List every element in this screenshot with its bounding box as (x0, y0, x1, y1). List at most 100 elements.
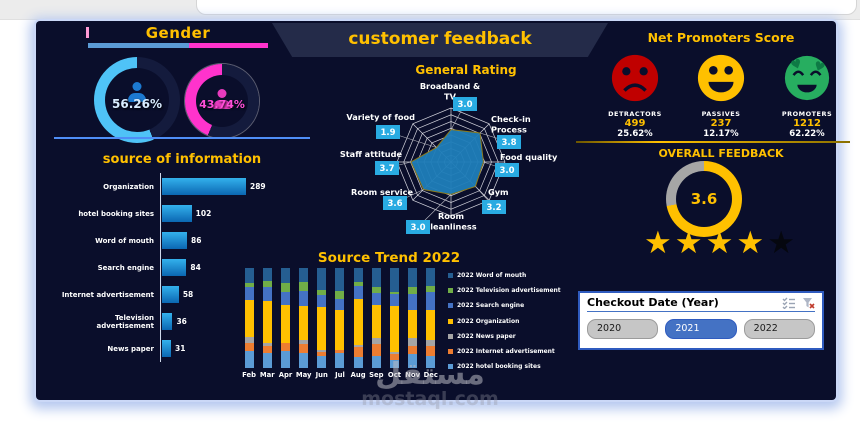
radar-value-label: 3.6 (387, 199, 402, 209)
stacked-bar-segment (317, 350, 327, 352)
star-filled-icon: ★ (736, 225, 768, 261)
star-filled-icon: ★ (674, 225, 706, 261)
stacked-bar-segment (389, 306, 399, 352)
stacked-bar-segment (280, 305, 290, 343)
stacked-bar (422, 268, 440, 368)
legend-label: 2022 Television advertisement (457, 287, 561, 295)
month-label: Dec (423, 371, 438, 379)
stacked-bar-segment (335, 268, 345, 291)
stacked-bar-segment (262, 301, 272, 343)
radar-value-chip (383, 196, 407, 210)
right-section-divider (576, 141, 850, 143)
bar (162, 178, 246, 195)
svg-text:♥: ♥ (788, 55, 804, 73)
gender-title: Gender (145, 24, 211, 42)
radar-value-label: 3.0 (410, 223, 425, 233)
stacked-bar-segment (408, 354, 418, 368)
slicer-header: Checkout Date (Year) (587, 296, 815, 312)
stacked-bar-segment (408, 287, 418, 294)
bar-category-label: Organization (103, 182, 154, 191)
radar-value-label: 3.0 (457, 100, 472, 110)
general-rating-title: General Rating (415, 63, 517, 77)
nps-count: 499 (624, 118, 646, 129)
bar-category-label: Internet advertisement (61, 290, 154, 299)
clear-filter-icon[interactable] (802, 297, 815, 309)
gender-bar-female-segment (189, 43, 268, 48)
source-of-information-chart: Organization 289 hotel booking sites 102 Wor… (58, 173, 326, 362)
stacked-bar-segment (317, 307, 327, 350)
male-donut-hole: 56.26% (105, 68, 169, 132)
legend-swatch (448, 288, 453, 294)
nps-percent: 25.62% (617, 129, 653, 139)
stacked-bar-segment (371, 287, 381, 293)
legend-item: 2022 Search engine (448, 298, 598, 313)
radar-value-label: 3.0 (499, 166, 514, 176)
slicer-option-2021[interactable]: 2021 (665, 319, 737, 339)
stacked-bar-segment (299, 268, 309, 282)
left-section-divider (54, 137, 310, 139)
slicer-option-2020[interactable]: 2020 (587, 319, 659, 339)
stacked-bar-segment (426, 340, 436, 346)
stacked-bar-segment (408, 268, 418, 287)
stacked-bar-segment (371, 344, 381, 356)
stacked-bar-segment (426, 346, 436, 356)
stacked-bar-segment (244, 351, 254, 368)
stacked-bar-segment (280, 351, 290, 368)
legend-label: 2022 Word of mouth (457, 272, 527, 280)
gender-ratio-bar (88, 43, 268, 48)
bar-category-label: Word of mouth (95, 236, 154, 245)
bar (162, 205, 192, 222)
stacked-bar-segment (408, 346, 418, 354)
dashboard: Gender 56.26% 43.74% source of informati… (36, 21, 850, 400)
nps-percent: 12.17% (703, 129, 739, 139)
stacked-bar-segment (299, 306, 309, 340)
overall-feedback-score: 3.6 (676, 171, 732, 227)
legend-item: 2022 Internet advertisement (448, 344, 598, 359)
stacked-bar-segment (262, 346, 272, 353)
stacked-bar-segment (317, 352, 327, 356)
stacked-bar-segment (299, 353, 309, 368)
bar-category-label: Search engine (97, 263, 154, 272)
radar-axis-label: Broadband & (420, 81, 480, 91)
radar-data-polygon (410, 129, 484, 195)
sad-face-icon (611, 54, 659, 102)
stacked-bar-segment (426, 310, 436, 340)
stacked-bar-segment (299, 291, 309, 306)
bar-value-label: 58 (182, 290, 194, 299)
stacked-bar-segment (389, 352, 399, 354)
radar-axis-label: Check-in (491, 114, 531, 124)
source-trend-legend: 2022 Word of mouth 2022 Television advert… (448, 268, 598, 374)
month-label: Feb (242, 371, 256, 379)
nps-percent: 62.22% (789, 129, 825, 139)
radar-axis-label: Food quality (500, 152, 558, 162)
multi-select-icon[interactable] (782, 297, 796, 309)
stacked-bar-segment (317, 290, 327, 295)
female-gender-donut: 43.74% (185, 64, 259, 138)
nps-item: DETRACTORS 499 25.62% (592, 53, 678, 139)
radar-axis-label: Variety of food (346, 112, 415, 122)
general-rating-radar-chart: Broadband & TV Check-in Process Food quality… (323, 78, 593, 264)
legend-swatch (448, 364, 453, 370)
radar-value-chip (497, 135, 521, 149)
star-empty-icon: ★ (767, 225, 798, 261)
month-label: Mar (259, 371, 275, 379)
stacked-bar-segment (244, 283, 254, 287)
bar-row: hotel booking sites 102 (58, 200, 326, 227)
radar-axis-label: Gym (488, 187, 509, 197)
radar-value-chip (375, 161, 399, 175)
slicer-option-2022[interactable]: 2022 (743, 319, 815, 339)
stacked-bar-segment (317, 295, 327, 307)
stacked-bar-segment (353, 357, 363, 368)
month-label: Nov (405, 371, 421, 379)
male-gender-donut: 56.26% (94, 57, 180, 143)
legend-label: 2022 Internet advertisement (457, 348, 555, 356)
bar-category-label: hotel booking sites (78, 209, 154, 218)
radar-value-chip (453, 97, 477, 111)
bar-value-label: 31 (175, 344, 186, 353)
stacked-bar-segment (371, 305, 381, 338)
stacked-bar-segment (317, 356, 327, 368)
source-trend-title: Source Trend 2022 (317, 250, 461, 266)
radar-axis-label: TV (444, 92, 457, 102)
browser-address-bar[interactable] (196, 0, 857, 15)
